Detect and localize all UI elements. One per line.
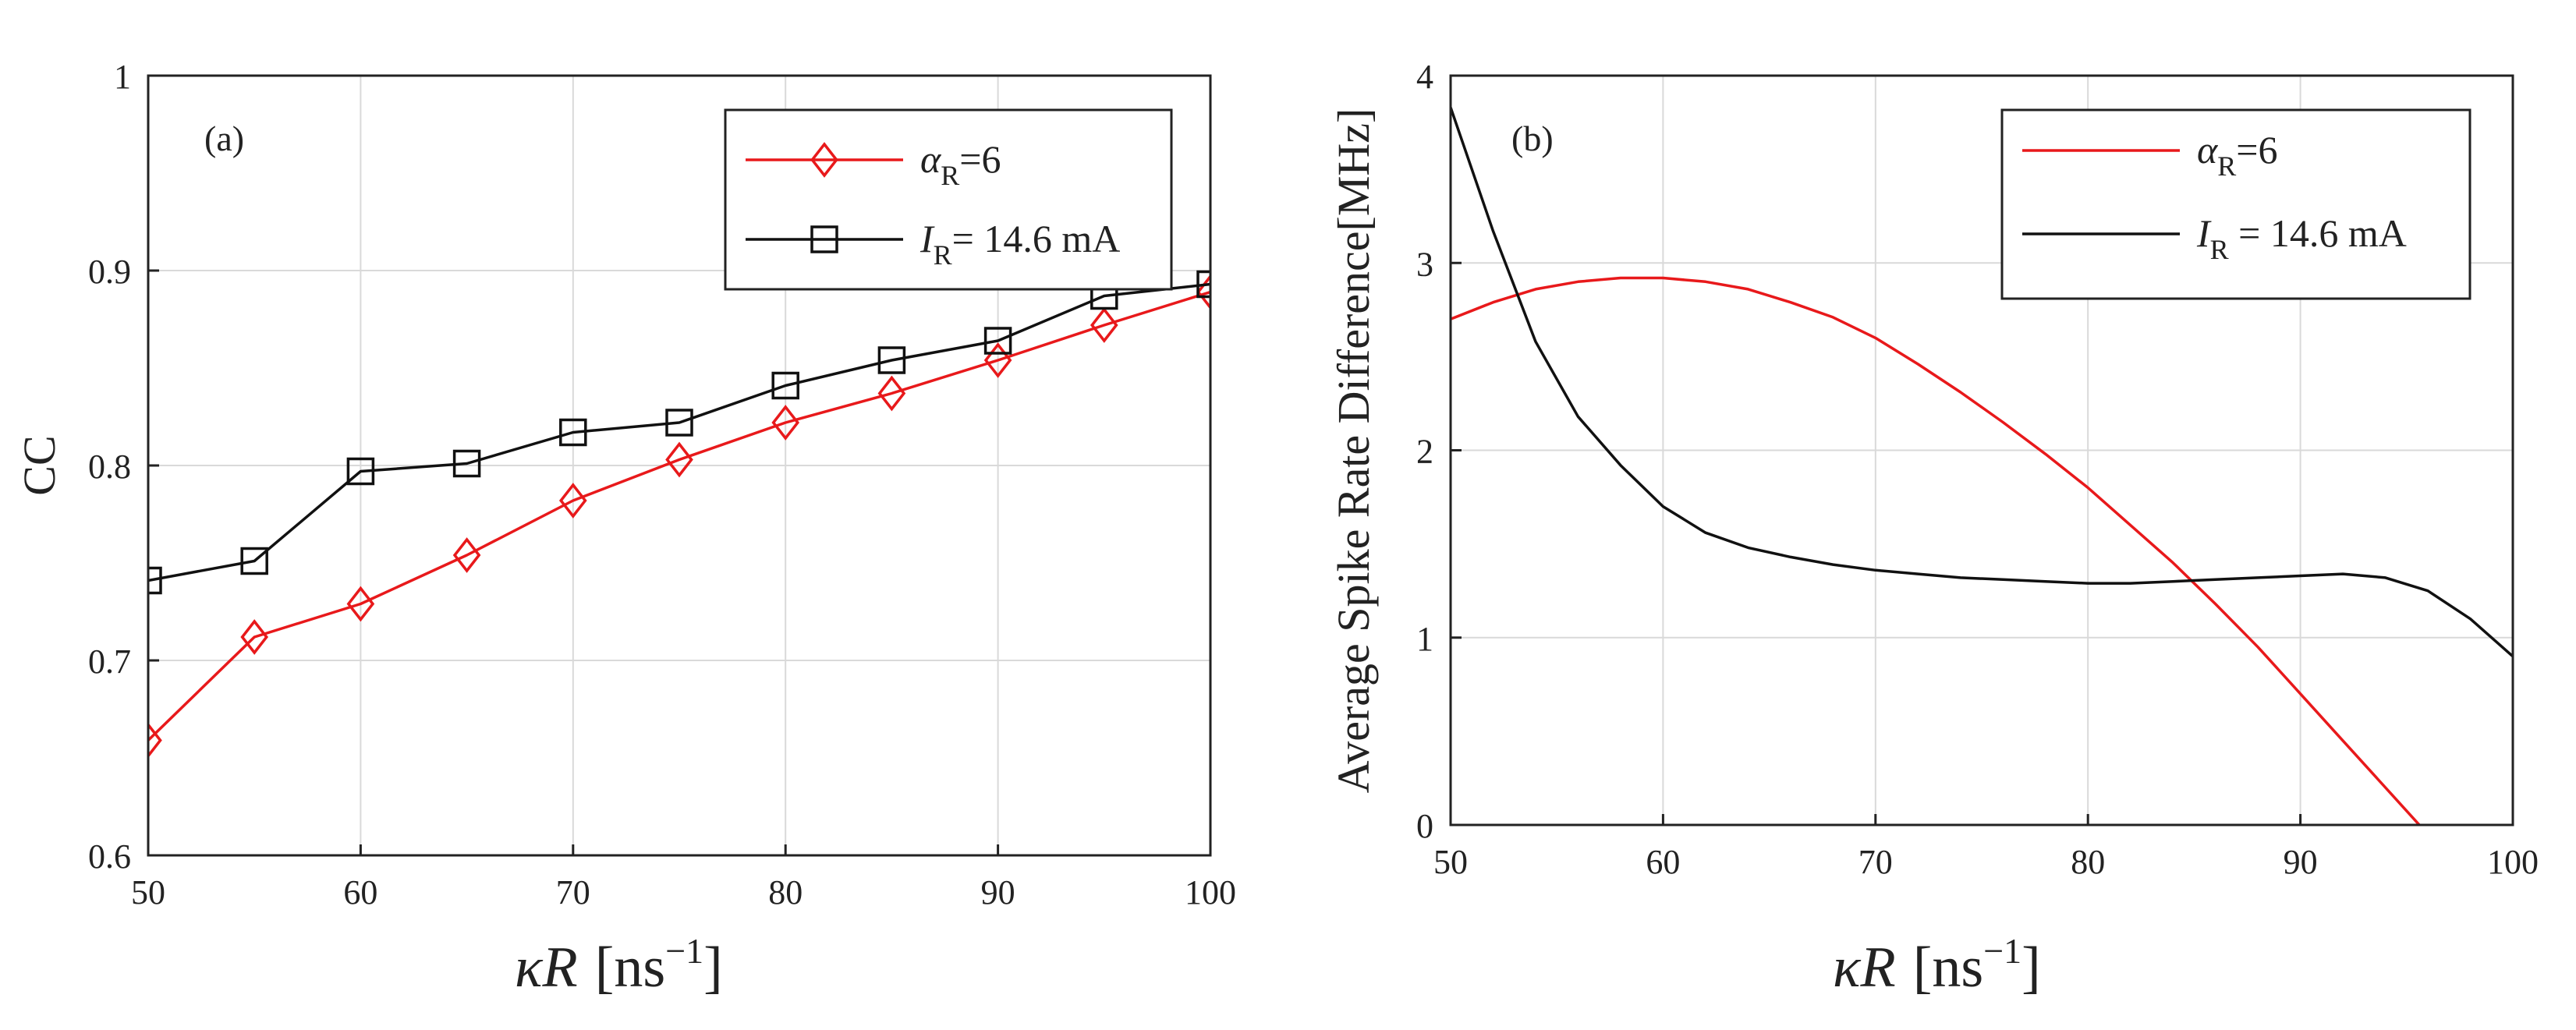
- data-point-square: [983, 327, 1012, 355]
- legend-entry-label: αR=6: [920, 137, 1001, 191]
- data-point-diamond: [346, 586, 375, 622]
- data-point-diamond: [558, 483, 587, 519]
- data-point-square: [240, 547, 268, 575]
- panel-a-x-axis-unit-exponent: −1: [665, 931, 703, 971]
- x-tick-label: 100: [2487, 843, 2539, 881]
- y-tick-label: 0.9: [88, 253, 131, 291]
- legend-entry-label: αR=6: [2197, 128, 2277, 182]
- panel-b-x-axis-label: κR [ns−1]: [1833, 931, 2041, 1000]
- y-tick-label: 0.8: [88, 448, 131, 486]
- data-point-diamond: [240, 619, 269, 655]
- data-point-square: [665, 409, 693, 437]
- legend-rest: = 14.6 mA: [2229, 211, 2407, 255]
- panel-a-label: (a): [204, 119, 244, 158]
- legend-box: [2000, 108, 2471, 300]
- x-tick-label: 70: [556, 873, 590, 911]
- x-tick-label: 80: [2071, 843, 2105, 881]
- legend-symbol: α: [920, 137, 942, 181]
- series-line: [148, 290, 1210, 742]
- x-tick-label: 80: [768, 873, 803, 911]
- legend-rest: =6: [959, 137, 1001, 181]
- data-point-square: [771, 371, 799, 400]
- legend-subscript: R: [2217, 150, 2236, 182]
- y-tick-label: 0: [1416, 807, 1433, 845]
- panel-b-x-axis-symbol: κR: [1833, 936, 1896, 1000]
- panel-a-x-axis-unit-close: ]: [703, 936, 723, 1000]
- panel-a-x-axis-symbol: κR: [515, 936, 578, 1000]
- legend-swatch-marker: [810, 142, 838, 178]
- data-point-diamond: [877, 375, 906, 412]
- series-alpha: [148, 274, 1210, 759]
- legend-box: [724, 108, 1173, 291]
- x-tick-label: 90: [2284, 843, 2318, 881]
- data-point-diamond: [1090, 307, 1118, 343]
- panel-b-x-axis-unit: [ns: [1913, 936, 1983, 1000]
- legend-rest: = 14.6 mA: [952, 217, 1121, 260]
- panel-a-legend: αR=6IR= 14.6 mA: [724, 108, 1173, 291]
- legend-symbol: α: [2197, 128, 2219, 172]
- y-tick-label: 3: [1416, 245, 1433, 283]
- panel-b-chart: 50 60 70 80 90 100 0 1 2 3 4 (b) Average Spike Rat…: [1328, 58, 2539, 1000]
- series-line: [1451, 107, 2513, 658]
- data-point-diamond: [452, 537, 481, 573]
- data-point-square: [559, 418, 587, 447]
- data-point-diamond: [983, 342, 1012, 378]
- series-current: [1451, 107, 2513, 658]
- series-current: [148, 270, 1210, 595]
- legend-swatch-marker: [810, 225, 838, 253]
- panel-b-x-axis-unit-close: ]: [2021, 936, 2041, 1000]
- data-point-square: [148, 566, 162, 595]
- panel-a-x-axis-label: κR [ns−1]: [515, 931, 723, 1000]
- y-tick-label: 0.7: [88, 642, 131, 681]
- data-point-diamond: [665, 441, 693, 478]
- legend-subscript: R: [941, 160, 959, 191]
- legend-symbol: I: [919, 217, 935, 260]
- x-tick-label: 50: [131, 873, 165, 911]
- panel-b-label: (b): [1511, 119, 1554, 158]
- y-tick-label: 1: [114, 58, 131, 96]
- panel-a-series: [148, 270, 1210, 759]
- legend-symbol: I: [2196, 211, 2212, 255]
- legend-rest: =6: [2236, 128, 2277, 172]
- data-point-square: [1196, 270, 1210, 299]
- x-tick-label: 70: [1858, 843, 1893, 881]
- legend-subscript: R: [2210, 234, 2229, 265]
- x-tick-label: 100: [1185, 873, 1236, 911]
- x-tick-label: 60: [343, 873, 377, 911]
- y-tick-label: 1: [1416, 620, 1433, 658]
- panel-b-x-axis-unit-exponent: −1: [1983, 931, 2021, 971]
- panel-a-chart: 50 60 70 80 90 100 0.6 0.7 0.8 0.9 1 (a) CC κR [ns−…: [14, 58, 1236, 1000]
- y-tick-label: 0.6: [88, 837, 131, 876]
- panel-b-series: [1451, 107, 2513, 825]
- panel-b-ticks: 50 60 70 80 90 100 0 1 2 3 4: [1416, 58, 2539, 881]
- panel-b-legend: αR=6IR = 14.6 mA: [2000, 108, 2471, 300]
- panel-b-y-axis-label: Average Spike Rate Difference[MHz]: [1328, 108, 1379, 794]
- legend-entry-label: IR= 14.6 mA: [919, 217, 1120, 271]
- legend-subscript: R: [934, 239, 952, 271]
- x-tick-label: 60: [1646, 843, 1680, 881]
- series-alpha: [1451, 276, 2422, 825]
- data-point-diamond: [771, 405, 800, 441]
- data-point-square: [877, 346, 906, 374]
- panel-a-y-axis-label: CC: [14, 435, 65, 495]
- data-point-square: [346, 457, 375, 486]
- series-line: [148, 282, 1210, 582]
- panel-a-ticks: 50 60 70 80 90 100 0.6 0.7 0.8 0.9 1: [88, 58, 1236, 911]
- y-tick-label: 2: [1416, 433, 1433, 471]
- data-point-diamond: [1196, 274, 1210, 310]
- data-point-square: [452, 449, 481, 478]
- panel-a-x-axis-unit: [ns: [595, 936, 665, 1000]
- data-point-diamond: [148, 722, 162, 759]
- x-tick-label: 90: [981, 873, 1015, 911]
- x-tick-label: 50: [1433, 843, 1468, 881]
- y-tick-label: 4: [1416, 58, 1433, 96]
- series-line: [1451, 276, 2422, 825]
- legend-entry-label: IR = 14.6 mA: [2196, 211, 2407, 265]
